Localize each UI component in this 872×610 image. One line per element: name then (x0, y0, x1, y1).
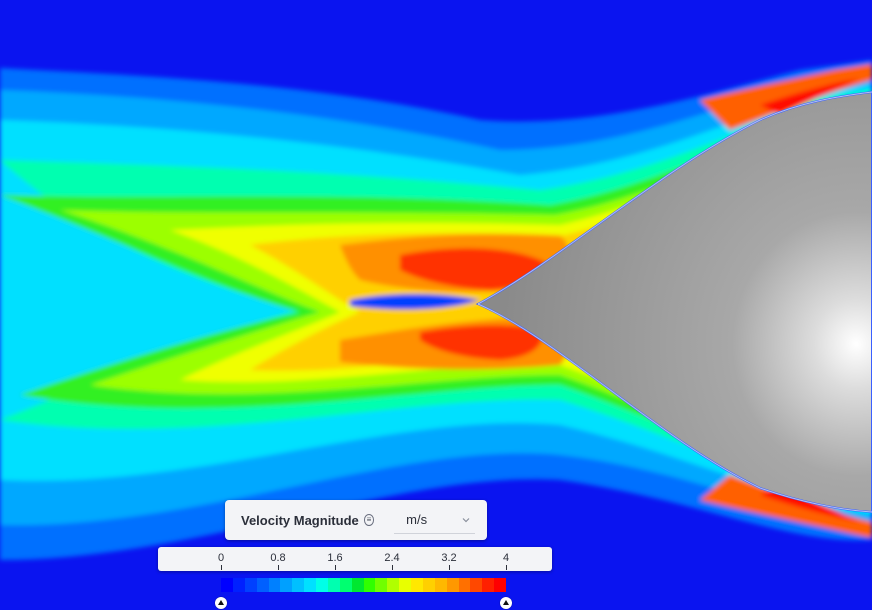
colorbar-segment (316, 578, 328, 592)
colorbar-segment (446, 578, 459, 592)
range-max-handle[interactable] (500, 597, 512, 609)
colorbar-segment (375, 578, 388, 592)
legend-scale: 0 0.8 1.6 2.4 3.2 4 (158, 547, 552, 571)
colorbar-segment (482, 578, 495, 592)
colorbar-segment (244, 578, 257, 592)
colorbar-segment (339, 578, 352, 592)
legend-tick-mark (506, 565, 507, 570)
colorbar-segment (494, 578, 506, 592)
colorbar-segment (399, 578, 411, 592)
legend-tick-label: 4 (502, 552, 510, 564)
unit-dropdown[interactable]: m/s (394, 507, 475, 534)
legend-header: Velocity Magnitude ≡ m/s (225, 500, 487, 540)
legend-tick-mark (278, 565, 279, 570)
legend-tick-mark (449, 565, 450, 570)
colorbar-segment (327, 578, 340, 592)
colorbar-segment (280, 578, 293, 592)
legend-tick-mark (392, 565, 393, 570)
legend-tick-label: 2.4 (384, 552, 400, 564)
legend-tick-mark (335, 565, 336, 570)
colorbar-segment (458, 578, 471, 592)
unit-label: m/s (406, 512, 428, 527)
colorbar-segment (351, 578, 364, 592)
legend-tick-label: 0.8 (270, 552, 286, 564)
legend-tick-mark (221, 565, 222, 570)
chevron-down-icon (462, 517, 470, 522)
legend-title: Velocity Magnitude (241, 512, 359, 528)
colorbar-segment (434, 578, 447, 592)
colorbar-segment (387, 578, 400, 592)
colorbar-segment (470, 578, 483, 592)
colorbar-segment (304, 578, 316, 592)
info-icon[interactable]: ≡ (363, 514, 375, 526)
body-edge-upper (477, 91, 872, 305)
colorbar-segment (363, 578, 376, 592)
colorbar-segment (268, 578, 281, 592)
legend-tick-label: 0 (217, 552, 225, 564)
colorbar-segment (221, 578, 233, 592)
colorbar-segment (256, 578, 269, 592)
legend-tick-label: 3.2 (441, 552, 457, 564)
legend-tick-label: 1.6 (327, 552, 343, 564)
range-min-handle[interactable] (215, 597, 227, 609)
colorbar-segment (232, 578, 245, 592)
colorbar-segment (422, 578, 435, 592)
colorbar-segment (292, 578, 305, 592)
legend-colorbar (221, 578, 506, 592)
colorbar-segment (411, 578, 423, 592)
body-edge-lower (477, 303, 872, 513)
